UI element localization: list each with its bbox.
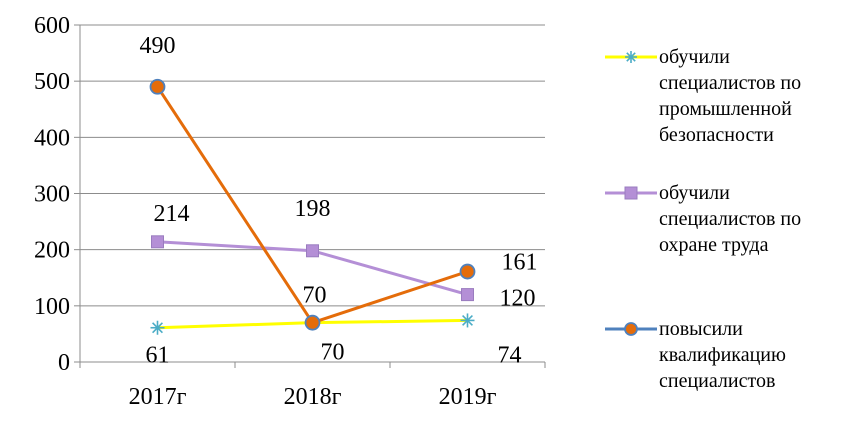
legend-item-labor-safety: обучили специалистов по охране труда bbox=[603, 180, 801, 258]
legend-swatch-square-icon bbox=[605, 186, 657, 200]
circle-marker bbox=[624, 322, 638, 336]
data-label: 61 bbox=[146, 343, 170, 369]
x-tick-label: 2018г bbox=[284, 384, 342, 410]
data-label: 161 bbox=[502, 250, 538, 276]
axes bbox=[74, 24, 546, 368]
x-tick-label: 2019г bbox=[439, 384, 497, 410]
square-marker bbox=[461, 288, 474, 302]
y-tick-label: 400 bbox=[34, 125, 70, 151]
legend-label: повысили квалификацию специалистов bbox=[659, 318, 786, 392]
asterisk-marker bbox=[460, 313, 475, 328]
legend-item-qualification: повысили квалификацию специалистов bbox=[603, 316, 786, 394]
y-tick-label: 0 bbox=[58, 350, 70, 376]
circle-marker bbox=[459, 263, 476, 280]
square-marker bbox=[624, 186, 638, 200]
y-tick-label: 200 bbox=[34, 238, 70, 264]
gridlines bbox=[80, 24, 545, 307]
y-tick-label: 300 bbox=[34, 182, 70, 208]
data-label: 120 bbox=[500, 286, 536, 312]
square-marker bbox=[306, 244, 319, 258]
square-marker bbox=[151, 235, 164, 249]
legend-swatch-asterisk-icon bbox=[605, 51, 657, 63]
circle-marker bbox=[149, 78, 166, 95]
data-label: 70 bbox=[303, 283, 327, 309]
y-tick-label: 500 bbox=[34, 69, 70, 95]
legend-item-industrial-safety: обучили специалистов по промышленной без… bbox=[603, 44, 801, 148]
chart-legend: обучили специалистов по промышленной без… bbox=[603, 0, 858, 424]
legend-label: обучили специалистов по промышленной без… bbox=[659, 46, 802, 146]
legend-swatch-circle-icon bbox=[605, 322, 657, 336]
asterisk-marker bbox=[625, 51, 637, 63]
y-tick-label: 600 bbox=[34, 13, 70, 39]
data-label: 74 bbox=[498, 342, 522, 368]
asterisk-marker bbox=[150, 320, 165, 335]
data-labels: 61 70 74 214 198 120 490 70 161 bbox=[140, 33, 538, 369]
circle-marker bbox=[304, 314, 321, 331]
series-markers bbox=[149, 78, 476, 335]
data-label: 70 bbox=[321, 340, 345, 366]
y-axis-tick-labels: 0 100 200 300 400 500 600 bbox=[34, 13, 70, 376]
y-tick-label: 100 bbox=[34, 294, 70, 320]
data-label: 490 bbox=[140, 33, 176, 59]
x-tick-label: 2017г bbox=[129, 384, 187, 410]
data-label: 214 bbox=[154, 201, 190, 227]
x-axis-tick-labels: 2017г 2018г 2019г bbox=[129, 384, 497, 410]
legend-label: обучили специалистов по охране труда bbox=[659, 182, 802, 256]
data-label: 198 bbox=[295, 196, 331, 222]
